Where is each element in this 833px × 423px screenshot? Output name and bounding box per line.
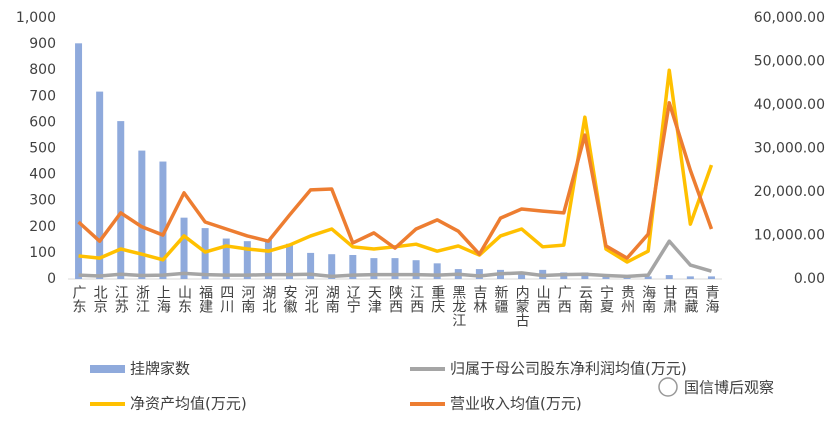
x-tick-label: 山东: [176, 285, 192, 313]
bar: [222, 238, 230, 279]
bar: [180, 217, 188, 279]
x-tick-label: 西藏: [682, 285, 698, 313]
x-tick-label: 甘肃: [661, 285, 677, 313]
bar: [328, 254, 336, 279]
x-tick-label: 湖南: [324, 285, 340, 313]
bar: [518, 271, 526, 279]
x-tick-label: 云南: [577, 285, 593, 313]
x-tick-label: 吉林: [471, 285, 487, 313]
x-tick-label: 黑龙江: [450, 285, 466, 327]
x-tick-label: 湖北: [260, 285, 276, 314]
x-tick-label: 江西: [408, 285, 424, 313]
watermark-icon: [658, 377, 678, 397]
x-tick-label: 重庆: [429, 285, 445, 313]
x-tick-label: 辽宁: [345, 285, 361, 313]
y2-tick-label: 10,000.00: [754, 228, 825, 244]
x-tick-label: 河南: [239, 285, 255, 313]
x-tick-label: 北京: [92, 285, 108, 313]
bar: [75, 43, 83, 279]
line-series: [77, 101, 714, 260]
bar: [370, 258, 378, 279]
bar: [307, 252, 315, 279]
x-tick-label: 陕西: [387, 285, 403, 313]
x-tick-label: 青海: [703, 285, 719, 313]
line-series: [78, 68, 714, 264]
y-tick-label: 900: [29, 36, 56, 52]
bar: [665, 275, 673, 279]
x-tick-label: 内蒙古: [514, 285, 530, 327]
x-tick-label: 贵州: [619, 285, 635, 313]
x-tick-label: 浙江: [134, 285, 150, 313]
watermark-text: 国信博后观察: [684, 379, 774, 397]
y-tick-label: 800: [29, 62, 56, 78]
y-tick-label: 0: [47, 271, 56, 287]
y2-tick-label: 20,000.00: [754, 184, 825, 200]
legend-label: 净资产均值(万元): [130, 395, 247, 413]
bar: [138, 150, 146, 279]
bar: [475, 269, 483, 279]
bar: [602, 275, 610, 279]
y-tick-label: 1,000: [16, 10, 56, 26]
x-tick-label: 新疆: [492, 285, 508, 313]
bar: [286, 243, 294, 279]
legend-label: 归属于母公司股东净利润均值(万元): [450, 360, 687, 378]
x-tick-label: 广东: [71, 285, 87, 313]
x-tick-label: 上海: [155, 285, 171, 313]
bar: [96, 91, 104, 280]
x-tick-label: 天津: [366, 285, 382, 313]
x-tick-label: 江苏: [113, 285, 129, 314]
x-tick-label: 海南: [640, 285, 656, 313]
bar: [433, 263, 441, 279]
y-tick-label: 700: [29, 88, 56, 104]
x-tick-label: 安徽: [282, 285, 298, 313]
line-series: [78, 239, 712, 279]
bar: [391, 258, 399, 279]
x-tick-label: 福建: [197, 285, 213, 314]
bar: [159, 161, 167, 279]
legend-label: 挂牌家数: [130, 360, 190, 378]
y-tick-label: 100: [29, 245, 56, 261]
bar: [117, 121, 125, 279]
bar: [686, 276, 694, 279]
y-tick-label: 600: [29, 114, 56, 130]
y2-tick-label: 40,000.00: [754, 97, 825, 113]
x-tick-label: 河北: [303, 285, 319, 314]
x-tick-label: 宁夏: [598, 284, 614, 313]
y2-tick-label: 50,000.00: [754, 54, 825, 70]
x-tick-label: 广西: [556, 285, 572, 313]
bar: [412, 260, 420, 279]
watermark: 国信博后观察: [658, 377, 774, 397]
y-tick-label: 200: [29, 219, 56, 235]
bar: [264, 239, 272, 279]
y-tick-label: 400: [29, 167, 56, 183]
legend-label: 营业收入均值(万元): [450, 395, 582, 413]
y-tick-label: 500: [29, 141, 56, 157]
x-tick-label: 山西: [535, 285, 551, 313]
bar: [243, 241, 251, 279]
x-tick-label: 四川: [218, 285, 234, 313]
y2-tick-label: 60,000.00: [754, 10, 825, 26]
y2-tick-label: 30,000.00: [754, 141, 825, 157]
y-tick-label: 300: [29, 193, 56, 209]
legend-swatch: [90, 365, 125, 373]
bar: [644, 276, 652, 279]
bar: [349, 254, 357, 279]
bar: [707, 276, 715, 279]
y2-tick-label: 0.00: [794, 271, 825, 287]
